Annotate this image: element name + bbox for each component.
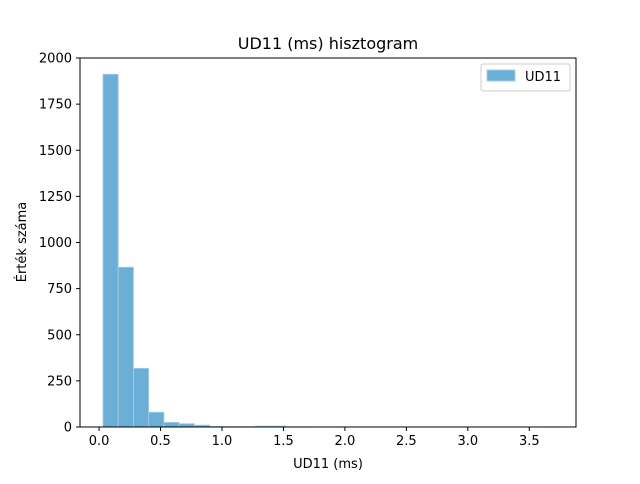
x-axis-label: UD11 (ms) bbox=[293, 457, 363, 472]
x-tick-label: 0.5 bbox=[150, 434, 171, 449]
histogram-bar bbox=[118, 267, 133, 427]
x-tick-label: 0.0 bbox=[89, 434, 110, 449]
histogram-bar bbox=[149, 412, 164, 427]
legend: UD11 bbox=[481, 64, 570, 91]
x-tick-label: 3.0 bbox=[457, 434, 478, 449]
y-tick-label: 1000 bbox=[39, 236, 72, 251]
legend-label-ud11: UD11 bbox=[525, 70, 561, 85]
plot-frame bbox=[80, 58, 576, 427]
legend-swatch bbox=[487, 70, 515, 81]
x-tick-label: 1.0 bbox=[212, 434, 233, 449]
x-tick-label: 2.0 bbox=[335, 434, 356, 449]
histogram-bar bbox=[164, 422, 179, 427]
y-axis-label: Érték száma bbox=[14, 202, 30, 283]
x-tick-label: 3.5 bbox=[519, 434, 540, 449]
histogram-bar bbox=[103, 74, 118, 427]
y-axis-ticks: 0 250 500 750 1000 1250 1500 1750 2000 bbox=[39, 52, 80, 436]
x-tick-label: 1.5 bbox=[273, 434, 294, 449]
x-tick-label: 2.5 bbox=[396, 434, 417, 449]
y-tick-label: 500 bbox=[47, 328, 72, 343]
y-tick-label: 2000 bbox=[39, 52, 72, 67]
y-tick-label: 1750 bbox=[39, 98, 72, 113]
histogram-bar bbox=[133, 368, 148, 427]
y-tick-label: 250 bbox=[47, 374, 72, 389]
x-axis-ticks: 0.0 0.5 1.0 1.5 2.0 2.5 3.0 3.5 bbox=[89, 427, 540, 449]
bars-layer bbox=[103, 74, 560, 427]
y-tick-label: 1500 bbox=[39, 144, 72, 159]
chart-title: UD11 (ms) hisztogram bbox=[238, 34, 418, 53]
y-tick-label: 1250 bbox=[39, 190, 72, 205]
y-tick-label: 0 bbox=[64, 421, 72, 436]
y-tick-label: 750 bbox=[47, 282, 72, 297]
